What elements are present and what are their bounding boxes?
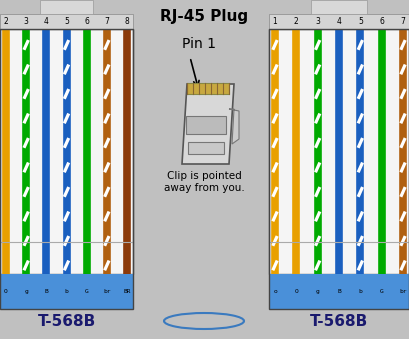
Text: RJ-45 Plug: RJ-45 Plug [160, 9, 248, 24]
Text: b: b [65, 289, 68, 294]
Polygon shape [229, 109, 239, 144]
Text: 3: 3 [315, 17, 320, 26]
Bar [311, 0, 367, 14]
Bar [188, 142, 224, 154]
Bar [269, 274, 409, 309]
Polygon shape [182, 84, 234, 164]
Text: br: br [399, 289, 407, 294]
Bar [40, 0, 93, 14]
Text: T-568B: T-568B [310, 314, 368, 329]
Text: 8: 8 [125, 17, 129, 26]
Text: G: G [380, 289, 384, 294]
Text: 1: 1 [273, 17, 277, 26]
Text: 6: 6 [379, 17, 384, 26]
Text: g: g [24, 289, 28, 294]
Text: B: B [45, 289, 48, 294]
Text: g: g [316, 289, 319, 294]
Text: 2: 2 [294, 17, 299, 26]
Text: b: b [358, 289, 362, 294]
Text: 7: 7 [400, 17, 405, 26]
Text: O: O [294, 289, 298, 294]
Text: 4: 4 [337, 17, 342, 26]
Text: B: B [337, 289, 341, 294]
Text: Pin 1: Pin 1 [182, 37, 216, 51]
Bar [186, 116, 226, 134]
Text: 4: 4 [44, 17, 49, 26]
Bar [269, 14, 409, 29]
Bar [0, 274, 133, 309]
Text: Clip is pointed
away from you.: Clip is pointed away from you. [164, 171, 244, 193]
Text: 7: 7 [104, 17, 109, 26]
Text: 3: 3 [24, 17, 29, 26]
Text: G: G [85, 289, 88, 294]
Bar [269, 29, 409, 309]
Text: O: O [4, 289, 8, 294]
Text: BR: BR [123, 289, 131, 294]
Text: 6: 6 [84, 17, 89, 26]
Bar [0, 29, 133, 274]
Text: 5: 5 [64, 17, 69, 26]
Text: T-568B: T-568B [37, 314, 96, 329]
Text: br: br [103, 289, 110, 294]
Text: 2: 2 [4, 17, 8, 26]
Bar [0, 14, 133, 29]
Bar [0, 29, 133, 309]
Bar [269, 29, 409, 274]
Polygon shape [187, 83, 229, 94]
Text: o: o [273, 289, 277, 294]
Text: 5: 5 [358, 17, 363, 26]
